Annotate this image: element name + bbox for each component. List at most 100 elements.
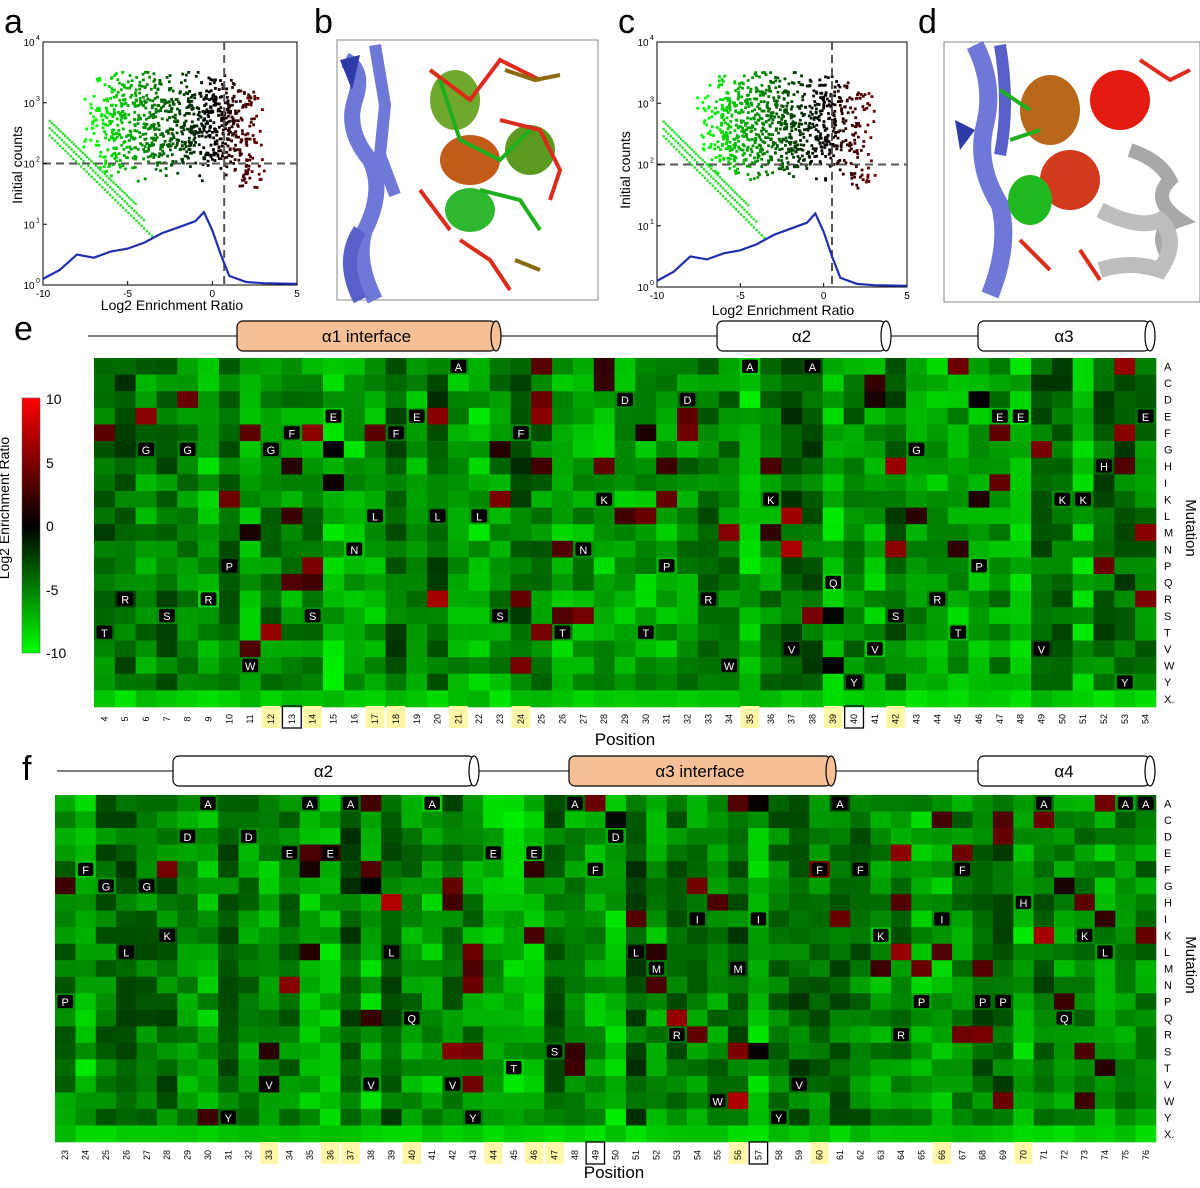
heatmap-cell bbox=[572, 507, 595, 525]
heatmap-cell bbox=[952, 1075, 973, 1093]
scatter-point bbox=[667, 132, 670, 135]
heatmap-cell bbox=[625, 960, 647, 978]
heatmap-cell bbox=[864, 490, 886, 508]
heatmap-cell bbox=[462, 795, 484, 812]
heatmap-cell bbox=[75, 877, 97, 895]
heatmap-cell bbox=[870, 828, 892, 845]
scatter-point bbox=[796, 105, 800, 109]
heatmap-cell bbox=[1013, 910, 1034, 928]
heatmap-cell bbox=[931, 1042, 953, 1060]
heatmap-cell bbox=[968, 507, 990, 525]
heatmap-cell bbox=[281, 391, 303, 409]
heatmap-cell bbox=[1114, 391, 1136, 409]
heatmap-cell bbox=[605, 1059, 627, 1077]
scatter-point bbox=[733, 169, 737, 173]
scatter-point bbox=[742, 130, 746, 134]
heatmap-cell bbox=[727, 828, 749, 845]
heatmap-cell bbox=[198, 690, 220, 708]
heatmap-cell bbox=[197, 811, 219, 829]
scatter-point bbox=[103, 155, 107, 159]
scatter-point bbox=[232, 147, 236, 151]
heatmap-cell bbox=[666, 1125, 688, 1143]
scatter-point bbox=[737, 95, 740, 99]
scatter-point bbox=[121, 102, 125, 106]
scatter-point bbox=[778, 139, 782, 143]
heatmap-cell bbox=[727, 1009, 749, 1027]
scatter-point bbox=[132, 137, 136, 141]
scatter-point bbox=[114, 183, 118, 186]
heatmap-cell bbox=[707, 1009, 729, 1027]
heatmap-cell bbox=[523, 1092, 545, 1110]
scatter-point bbox=[201, 163, 205, 166]
heatmap-cell bbox=[1093, 490, 1115, 508]
heatmap-cell bbox=[789, 1042, 810, 1060]
heatmap-cell bbox=[320, 1092, 341, 1110]
heatmap-cell bbox=[114, 374, 136, 392]
scatter-point bbox=[725, 91, 729, 94]
scatter-point bbox=[69, 155, 72, 158]
heatmap-cell bbox=[116, 1009, 137, 1027]
heatmap-cell bbox=[239, 474, 261, 492]
heatmap-cell bbox=[789, 976, 810, 994]
scatter-point bbox=[761, 71, 765, 75]
scatter-point bbox=[197, 110, 201, 114]
scatter-point bbox=[817, 114, 821, 118]
heatmap-cell bbox=[385, 374, 407, 392]
colorbar-tick: 5 bbox=[46, 455, 54, 471]
heatmap-cell bbox=[748, 976, 769, 994]
heatmap-cell bbox=[1010, 540, 1032, 558]
heatmap-cell bbox=[1135, 943, 1157, 961]
heatmap-cell bbox=[1094, 993, 1116, 1011]
heatmap-cell bbox=[760, 391, 782, 409]
heatmap-cell bbox=[1033, 861, 1055, 878]
scatter-point bbox=[719, 192, 722, 195]
scatter-point bbox=[258, 129, 262, 133]
heatmap-cell bbox=[843, 424, 865, 442]
heatmap-cell bbox=[656, 424, 678, 442]
scatter-point bbox=[103, 83, 107, 87]
heatmap-cell bbox=[94, 657, 116, 675]
scatter-point bbox=[116, 192, 119, 196]
scatter-point bbox=[827, 152, 831, 156]
heatmap-cell bbox=[781, 574, 803, 591]
heatmap-cell bbox=[727, 927, 749, 945]
scatter-point bbox=[789, 148, 792, 152]
heatmap-cell bbox=[760, 640, 782, 658]
heatmap-cell bbox=[468, 524, 490, 542]
heatmap-cell bbox=[198, 540, 220, 558]
heatmap-cell bbox=[843, 657, 865, 675]
heatmap-cell bbox=[279, 828, 300, 845]
scatter-point bbox=[832, 144, 836, 148]
scatter-point bbox=[783, 143, 787, 147]
scatter-point bbox=[850, 182, 854, 186]
heatmap-cell bbox=[156, 828, 178, 845]
scatter-point bbox=[213, 159, 217, 162]
scatter-point bbox=[164, 167, 168, 170]
heatmap-cell bbox=[748, 1092, 769, 1110]
heatmap-cell bbox=[197, 1059, 219, 1077]
scatter-point bbox=[107, 138, 111, 142]
heatmap-cell bbox=[197, 1108, 219, 1126]
scatter-point bbox=[853, 107, 857, 111]
scatter-point bbox=[846, 81, 850, 85]
wildtype-marker bbox=[485, 846, 502, 860]
heatmap-cell bbox=[697, 490, 720, 508]
scatter-point bbox=[202, 118, 206, 122]
scatter-point bbox=[96, 174, 100, 177]
scatter-point bbox=[142, 95, 145, 99]
scatter-point bbox=[744, 122, 748, 125]
scatter-point bbox=[738, 111, 742, 115]
position-tick-label: 40 bbox=[407, 1150, 417, 1160]
heatmap-cell bbox=[1013, 976, 1034, 994]
heatmap-cell bbox=[822, 407, 844, 425]
scatter-point bbox=[816, 117, 820, 121]
scatter-point bbox=[703, 176, 707, 180]
heatmap-cell bbox=[1074, 1075, 1096, 1093]
scatter-point bbox=[775, 105, 779, 109]
heatmap-cell bbox=[503, 1108, 525, 1126]
heatmap-cell bbox=[1094, 811, 1116, 829]
heatmap-cell bbox=[1033, 811, 1055, 829]
scatter-point bbox=[183, 79, 187, 82]
heatmap-cell bbox=[116, 1092, 137, 1110]
scatter-point bbox=[777, 115, 781, 119]
